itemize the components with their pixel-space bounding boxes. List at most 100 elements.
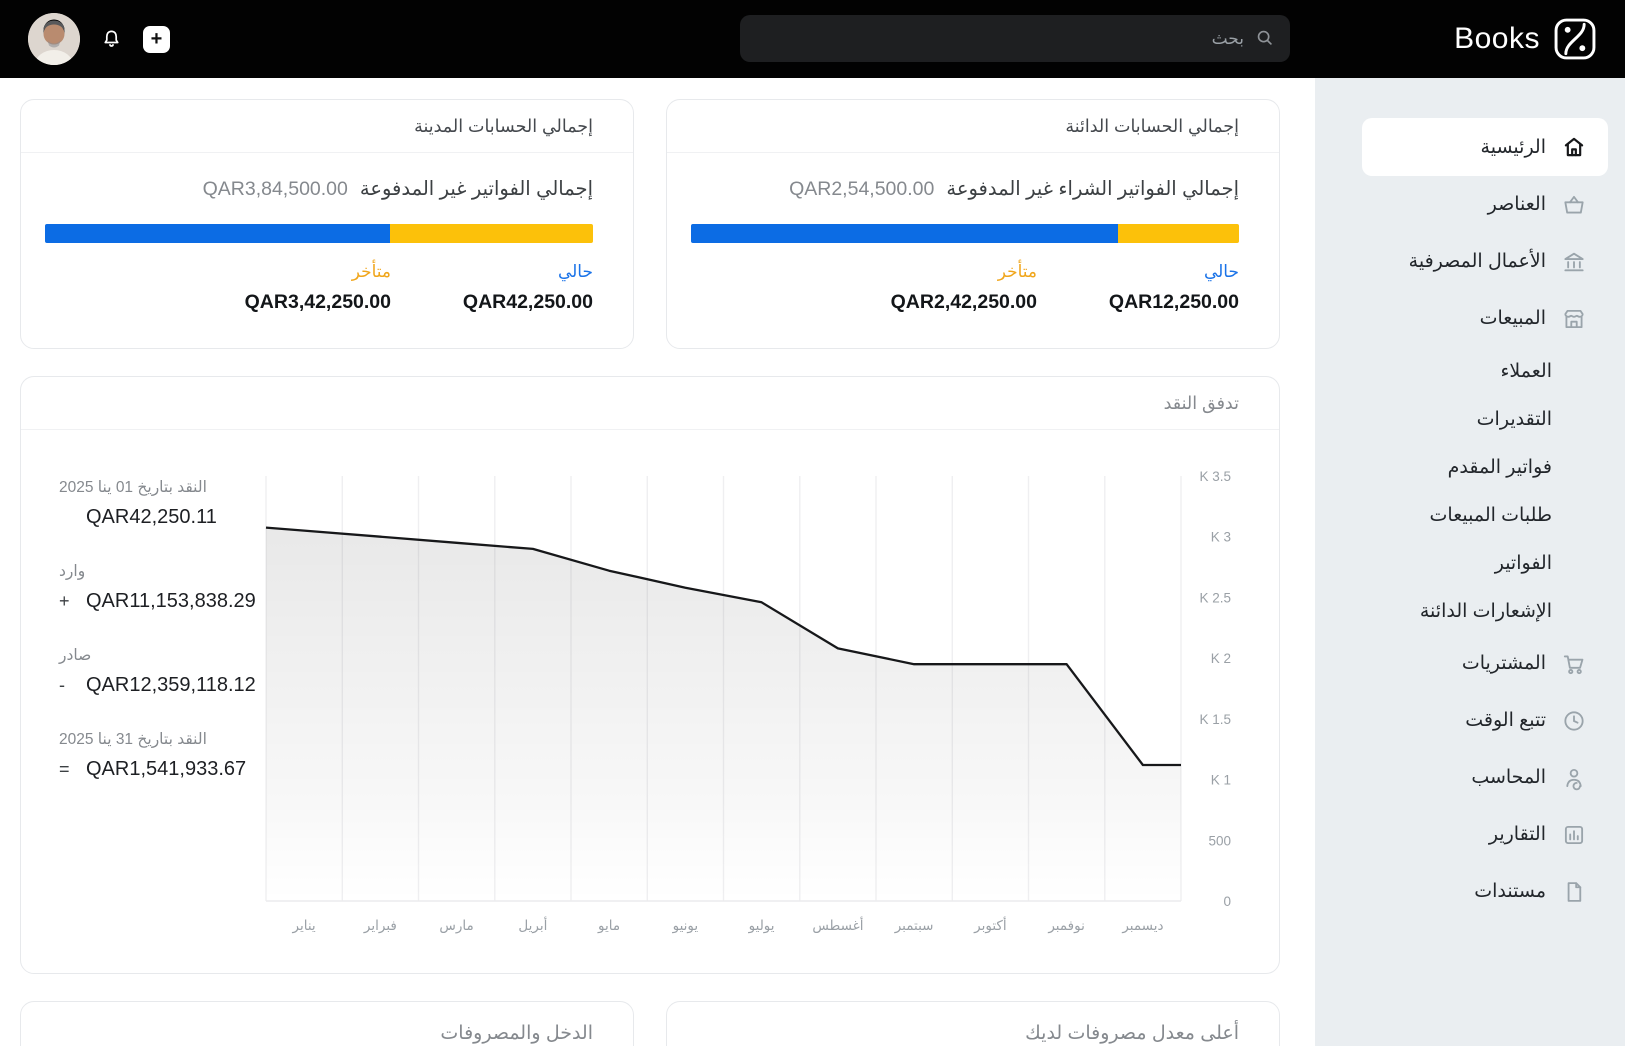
- quick-add-button[interactable]: +: [143, 25, 170, 53]
- payables-unpaid-label: إجمالي الفواتير الشراء غير المدفوعة: [946, 178, 1239, 200]
- sidebar-item-label: الأعمال المصرفية: [1408, 251, 1546, 272]
- cart-icon: [1561, 651, 1587, 677]
- sidebar-item-10[interactable]: المشتريات: [1362, 635, 1608, 692]
- brand-name: Books: [1454, 22, 1540, 55]
- svg-text:K 1.5: K 1.5: [1199, 712, 1231, 727]
- svg-text:K 2: K 2: [1211, 651, 1231, 666]
- sidebar-item-label: فواتير المقدم: [1447, 456, 1552, 478]
- sidebar-item-label: تتبع الوقت: [1465, 710, 1546, 731]
- sidebar-item-label: التقديرات: [1476, 408, 1552, 430]
- books-brand: Books: [1454, 0, 1597, 78]
- sidebar-item-label: المحاسب: [1471, 767, 1546, 788]
- svg-text:0: 0: [1223, 894, 1231, 909]
- sidebar-item-14[interactable]: مستندات: [1362, 863, 1608, 920]
- sidebar-item-label: طلبات المبيعات: [1429, 504, 1552, 526]
- summary-value: QAR11,153,838.29: [86, 590, 256, 612]
- summary-sign: -: [59, 675, 65, 695]
- svg-text:أكتوبر: أكتوبر: [973, 916, 1006, 934]
- svg-text:أغسطس: أغسطس: [812, 916, 863, 934]
- sidebar-item-8[interactable]: الفواتير: [1362, 539, 1608, 587]
- sidebar-item-9[interactable]: الإشعارات الدائنة: [1362, 587, 1608, 635]
- sidebar-item-label: الرئيسية: [1480, 136, 1546, 158]
- sidebar-item-label: التقارير: [1488, 824, 1546, 845]
- sidebar: الرئيسية العناصر الأعمال المصرفية المبيعات ا…: [1315, 78, 1625, 1046]
- avatar-image: [28, 13, 80, 65]
- sidebar-item-label: الإشعارات الدائنة: [1419, 600, 1552, 622]
- search-box: [740, 15, 1290, 62]
- main-content: إجمالي الحسابات الدائنة إجمالي الفواتير …: [0, 78, 1315, 1046]
- svg-text:مارس: مارس: [439, 918, 473, 934]
- sidebar-item-label: مستندات: [1474, 881, 1546, 902]
- payables-bar-segment-blue: [691, 224, 1119, 243]
- sidebar-item-4[interactable]: العملاء: [1362, 347, 1608, 395]
- clock-icon: [1561, 708, 1587, 734]
- receivables-current-column: حالي QAR42,250.00: [443, 262, 593, 314]
- topbar: + Books: [0, 0, 1625, 78]
- sidebar-item-label: العملاء: [1500, 360, 1553, 382]
- sidebar-item-1[interactable]: العناصر: [1362, 176, 1608, 233]
- receivables-current-label: حالي: [557, 262, 593, 281]
- sidebar-item-label: العناصر: [1487, 194, 1546, 215]
- summary-label: صادر: [59, 647, 92, 664]
- payables-overdue-column: متأخر QAR2,42,250.00: [887, 262, 1037, 314]
- search-input[interactable]: [740, 15, 1290, 62]
- payables-bar-segment-yellow: [1118, 224, 1239, 243]
- total-payables-card: إجمالي الحسابات الدائنة إجمالي الفواتير …: [666, 99, 1280, 349]
- summary-value: QAR1,541,933.67: [86, 758, 247, 780]
- store-icon: [1561, 306, 1587, 332]
- sidebar-item-0-active[interactable]: الرئيسية: [1362, 118, 1608, 176]
- svg-text:يونيو: يونيو: [672, 918, 699, 934]
- receivables-overdue-column: متأخر QAR3,42,250.00: [241, 262, 391, 314]
- sidebar-item-3[interactable]: المبيعات: [1362, 290, 1608, 347]
- cash-flow-summary-item-2: صادر - QAR12,359,118.12: [59, 646, 265, 697]
- payables-current-value: QAR12,250.00: [1108, 291, 1239, 313]
- sidebar-item-6[interactable]: فواتير المقدم: [1362, 443, 1608, 491]
- receivables-current-value: QAR42,250.00: [462, 291, 593, 313]
- svg-text:K 1: K 1: [1211, 773, 1231, 788]
- receivables-overdue-value: QAR3,42,250.00: [244, 291, 391, 313]
- income-expense-card: الدخل والمصروفات: [20, 1001, 634, 1046]
- sidebar-item-11[interactable]: تتبع الوقت: [1362, 692, 1608, 749]
- svg-text:فبراير: فبراير: [363, 918, 397, 934]
- svg-text:ديسمبر: ديسمبر: [1121, 918, 1163, 934]
- summary-label: وارد: [59, 563, 86, 580]
- summary-label: النقد بتاريخ 31 ينا 2025: [59, 731, 207, 748]
- receivables-card-title: إجمالي الحسابات المدينة: [21, 100, 633, 153]
- svg-text:K 2.5: K 2.5: [1199, 590, 1231, 605]
- svg-text:نوفمبر: نوفمبر: [1047, 918, 1085, 934]
- svg-text:أبريل: أبريل: [518, 916, 547, 934]
- payables-split-bar: [691, 224, 1239, 243]
- receivables-bar-segment-blue: [45, 224, 391, 243]
- sidebar-item-2[interactable]: الأعمال المصرفية: [1362, 233, 1608, 290]
- user-avatar[interactable]: [28, 13, 80, 65]
- summary-value: QAR12,359,118.12: [86, 674, 256, 696]
- cash-flow-summary-item-1: وارد + QAR11,153,838.29: [59, 562, 265, 613]
- cash-flow-chart: يناير فبراير مارس أبريل مايو يونيو يوليو أغسطس س…: [265, 430, 1239, 955]
- summary-value: QAR42,250.11: [86, 506, 217, 528]
- sidebar-item-5[interactable]: التقديرات: [1362, 395, 1608, 443]
- cash-flow-title: تدفق النقد: [21, 377, 1279, 430]
- payables-overdue-label: متأخر: [997, 262, 1037, 281]
- svg-text:مايو: مايو: [597, 918, 620, 934]
- sidebar-item-7[interactable]: طلبات المبيعات: [1362, 491, 1608, 539]
- sidebar-item-label: المشتريات: [1461, 653, 1546, 674]
- sidebar-item-13[interactable]: التقارير: [1362, 806, 1608, 863]
- svg-text:يوليو: يوليو: [748, 918, 775, 934]
- document-icon: [1561, 879, 1587, 905]
- payables-overdue-value: QAR2,42,250.00: [890, 291, 1037, 313]
- receivables-overdue-label: متأخر: [351, 262, 391, 281]
- notifications-bell-icon[interactable]: [100, 27, 123, 51]
- receivables-bar-segment-yellow: [390, 224, 593, 243]
- svg-text:K 3: K 3: [1211, 530, 1231, 545]
- svg-text:يناير: يناير: [292, 918, 316, 934]
- total-receivables-card: إجمالي الحسابات المدينة إجمالي الفواتير …: [20, 99, 634, 349]
- bank-icon: [1561, 249, 1587, 275]
- accountant-icon: [1561, 765, 1587, 791]
- cash-flow-area-chart: يناير فبراير مارس أبريل مايو يونيو يوليو أغسطس س…: [265, 469, 1231, 934]
- cash-flow-summary: النقد بتاريخ 01 ينا 2025 QAR42,250.11 وارد…: [41, 430, 265, 955]
- summary-sign: =: [59, 759, 70, 779]
- svg-text:سبتمبر: سبتمبر: [894, 918, 934, 934]
- payables-current-column: حالي QAR12,250.00: [1089, 262, 1239, 314]
- receivables-unpaid-label: إجمالي الفواتير غير المدفوعة: [359, 178, 593, 200]
- sidebar-item-12[interactable]: المحاسب: [1362, 749, 1608, 806]
